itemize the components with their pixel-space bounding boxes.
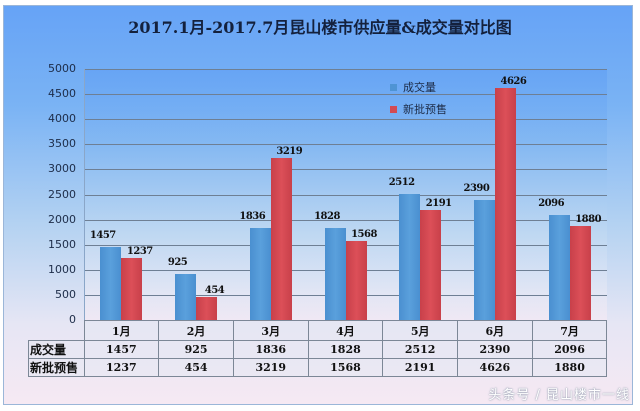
data-label: 1880 — [575, 213, 602, 225]
table-cell: 2096 — [531, 340, 608, 359]
data-label: 1568 — [351, 229, 377, 241]
table-row: 新批预售 1237 454 3219 1568 2191 4626 1880 — [28, 358, 608, 377]
data-label: 2512 — [388, 176, 415, 188]
data-label: 925 — [167, 256, 188, 268]
bar-presale — [345, 241, 367, 320]
data-label: 1457 — [89, 229, 116, 241]
data-label: 4626 — [500, 75, 527, 87]
table-column-header: 7月 — [531, 320, 608, 341]
y-tick-label: 4500 — [48, 87, 76, 100]
gridline — [84, 195, 607, 196]
y-tick-label: 1000 — [48, 263, 76, 276]
bar-deals — [175, 273, 197, 320]
data-label: 2191 — [425, 198, 452, 209]
table-corner — [29, 321, 85, 341]
bar-presale — [121, 257, 143, 320]
data-label: 1828 — [314, 211, 340, 223]
bar-deals — [100, 246, 122, 320]
legend: 成交量 新批预售 — [390, 76, 447, 120]
table-cell: 1836 — [232, 340, 309, 359]
table-row: 成交量 1457 925 1836 1828 2512 2390 2096 — [28, 340, 608, 359]
legend-swatch-red — [390, 105, 397, 113]
bar-presale — [196, 297, 218, 320]
y-tick-label: 5000 — [48, 62, 76, 75]
table-row-header: 成交量 — [28, 340, 85, 359]
bar-deals — [249, 227, 271, 320]
plot-area — [84, 69, 608, 320]
chart-title: 2017.1月-2017.7月昆山楼市供应量&成交量对比图 — [128, 18, 512, 37]
y-tick-label: 2000 — [48, 213, 76, 226]
data-label: 1237 — [126, 245, 153, 257]
table-cell: 454 — [158, 358, 234, 377]
legend-item-presale: 新批预售 — [390, 98, 447, 120]
legend-item-deals: 成交量 — [390, 76, 447, 98]
data-label: 1836 — [239, 210, 266, 222]
data-label: 2390 — [463, 183, 490, 195]
table-cell: 1457 — [83, 340, 160, 359]
bar-deals — [324, 228, 346, 320]
table-cell: 2512 — [382, 340, 459, 359]
table-cell: 4626 — [457, 358, 533, 377]
data-label: 2096 — [538, 197, 565, 209]
data-label: 454 — [204, 285, 225, 297]
legend-label: 新批预售 — [403, 103, 447, 116]
gridline — [84, 144, 607, 145]
gridline — [84, 119, 607, 120]
table-column-header: 2月 — [158, 320, 234, 341]
gridline — [84, 94, 607, 95]
table-cell: 1880 — [531, 358, 608, 377]
table-cell: 2390 — [457, 340, 533, 359]
data-label: 3219 — [276, 146, 303, 158]
bar-deals — [399, 193, 421, 320]
gridline — [84, 169, 607, 170]
table-cell: 1568 — [307, 358, 384, 377]
data-table: 1月 2月 3月 4月 5月 6月 7月 成交量 1457 925 1836 1828 2512 2390… — [28, 320, 608, 377]
bar-presale — [569, 225, 591, 320]
bar-deals — [473, 200, 495, 320]
table-cell: 3219 — [232, 358, 309, 377]
table-column-header: 1月 — [83, 320, 160, 341]
y-tick-label: 3000 — [48, 162, 76, 175]
table-row-header: 新批预售 — [28, 358, 85, 377]
y-tick-label: 4000 — [48, 112, 76, 125]
y-tick-label: 3500 — [48, 137, 76, 150]
bar-presale — [494, 87, 516, 320]
y-tick-label: 2500 — [48, 188, 76, 201]
table-column-header: 6月 — [457, 320, 533, 341]
table-cell: 925 — [158, 340, 234, 359]
y-tick-label: 500 — [55, 288, 76, 301]
table-column-header: 4月 — [307, 320, 384, 341]
gridline — [84, 69, 607, 70]
table-column-header: 3月 — [232, 320, 309, 341]
bar-deals — [548, 214, 570, 320]
legend-swatch-blue — [390, 83, 397, 91]
gridline — [84, 220, 607, 221]
table-cell: 1237 — [83, 358, 160, 377]
legend-label: 成交量 — [403, 81, 436, 94]
y-tick-label: 0 — [69, 313, 76, 326]
table-column-header: 5月 — [382, 320, 459, 341]
watermark: 头条号 / 昆山楼市一线 — [488, 388, 630, 403]
bar-presale — [420, 210, 442, 320]
y-tick-label: 1500 — [48, 238, 76, 251]
table-cell: 1828 — [307, 340, 384, 359]
table-cell: 2191 — [382, 358, 459, 377]
bar-presale — [270, 158, 292, 320]
